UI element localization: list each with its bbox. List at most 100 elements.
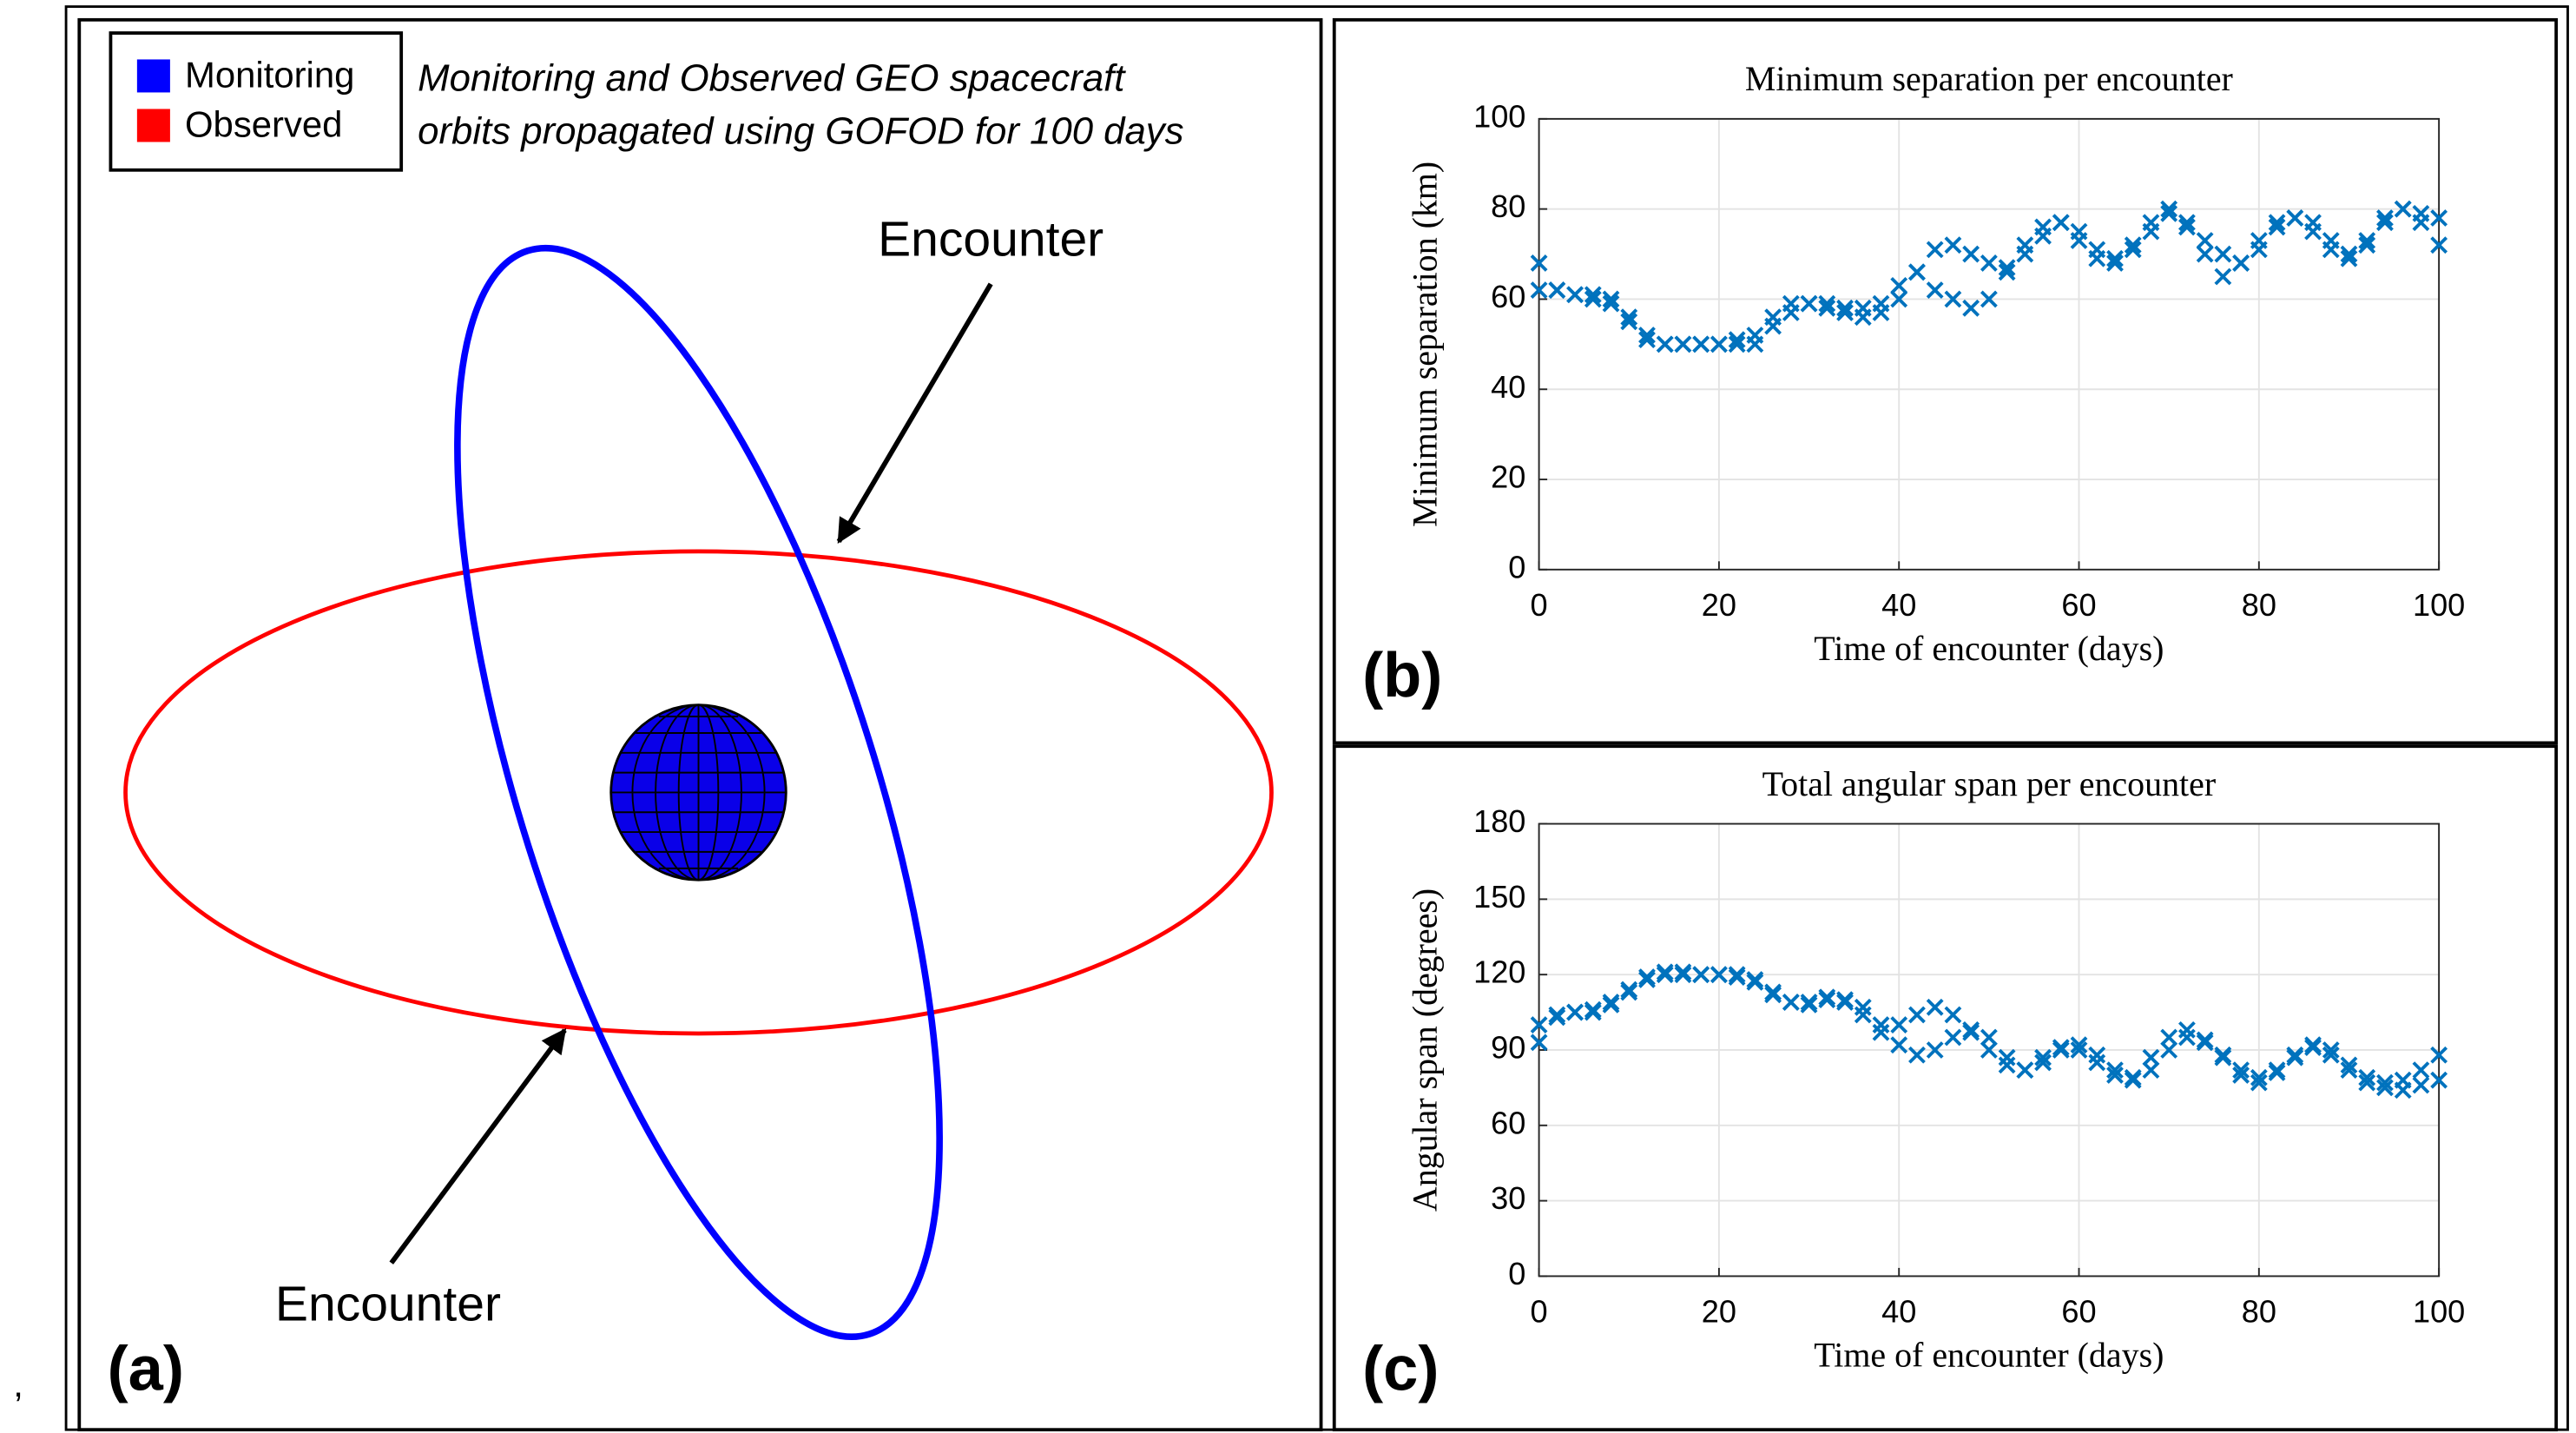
marker <box>1638 327 1656 344</box>
marker <box>1746 973 1764 991</box>
marker <box>2250 1073 2268 1092</box>
marker <box>1638 971 1656 988</box>
marker <box>1962 245 1980 263</box>
marker <box>1674 963 1692 981</box>
y-tick-label: 180 <box>1473 803 1525 839</box>
marker <box>2412 214 2430 232</box>
marker <box>2106 254 2124 272</box>
marker <box>1710 966 1728 984</box>
panel-label: (a) <box>108 1335 184 1404</box>
monitoring-orbit <box>454 244 943 1340</box>
marker <box>1728 966 1746 984</box>
marker <box>2142 1061 2160 1080</box>
marker <box>1890 1016 1908 1033</box>
marker <box>1926 241 1944 259</box>
x-tick-label: 20 <box>1702 587 1736 623</box>
axes-frame <box>1538 117 2441 571</box>
marker <box>1548 1006 1566 1024</box>
marker <box>2160 1041 2178 1059</box>
marker <box>1764 983 1782 1001</box>
marker <box>1674 966 1692 984</box>
x-tick-label: 0 <box>1531 1294 1548 1330</box>
marker <box>2124 1068 2142 1086</box>
marker <box>1530 281 1548 299</box>
chart-title: Minimum separation per encounter <box>1745 59 2233 98</box>
marker <box>1692 335 1710 353</box>
marker <box>1638 331 1656 349</box>
marker <box>1944 236 1962 254</box>
marker <box>2376 209 2394 227</box>
marker <box>2376 214 2394 232</box>
marker <box>1800 294 1818 313</box>
marker <box>1872 1016 1890 1033</box>
marker <box>1692 966 1710 984</box>
marker <box>1818 988 1836 1007</box>
marker <box>2196 1033 2214 1052</box>
marker <box>1764 308 1782 327</box>
marker <box>1620 983 1638 1001</box>
marker <box>1530 1033 1548 1052</box>
marker <box>2196 232 2214 249</box>
marker <box>2340 1061 2358 1080</box>
marker <box>2394 1081 2412 1100</box>
marker <box>2412 1076 2430 1094</box>
y-tick-label: 30 <box>1491 1180 1525 1216</box>
marker <box>2340 245 2358 263</box>
marker <box>1836 991 1854 1009</box>
marker <box>2160 204 2178 222</box>
marker <box>1674 335 1692 353</box>
panel-label: (b) <box>1362 641 1442 710</box>
marker <box>1890 276 1908 294</box>
marker <box>1854 1006 1872 1024</box>
marker <box>2070 1041 2088 1059</box>
caption: orbits propagated using GOFOD for 100 da… <box>418 110 1183 153</box>
marker <box>2106 1061 2124 1080</box>
marker <box>2430 209 2448 227</box>
marker <box>1620 308 1638 327</box>
marker <box>2016 236 2034 254</box>
observed-orbit <box>123 549 1274 1036</box>
marker <box>2322 1041 2340 1059</box>
marker <box>1548 281 1566 299</box>
marker <box>2034 1048 2052 1066</box>
marker <box>2214 1046 2232 1064</box>
panel-b-frame <box>1332 17 2559 745</box>
y-tick-label: 20 <box>1491 459 1525 495</box>
marker <box>1854 308 1872 327</box>
x-tick-label: 80 <box>2242 1294 2276 1330</box>
marker <box>1836 994 1854 1011</box>
marker <box>1548 1008 1566 1027</box>
marker <box>2268 1061 2286 1080</box>
marker <box>1728 335 1746 353</box>
marker <box>2106 249 2124 267</box>
marker <box>2214 267 2232 286</box>
marker <box>1944 1006 1962 1024</box>
marker <box>2178 214 2196 232</box>
marker <box>2124 236 2142 254</box>
marker <box>1926 1041 1944 1059</box>
x-tick-label: 40 <box>1881 1294 1916 1330</box>
marker <box>1980 254 1998 272</box>
marker <box>1926 281 1944 299</box>
y-axis-label: Angular span (degrees) <box>1405 888 1444 1212</box>
x-tick-label: 20 <box>1702 1294 1736 1330</box>
y-tick-label: 60 <box>1491 1105 1525 1140</box>
x-tick-label: 40 <box>1881 587 1916 623</box>
marker <box>2124 241 2142 259</box>
marker <box>1656 335 1674 353</box>
marker <box>2070 1036 2088 1054</box>
marker <box>2340 249 2358 267</box>
marker <box>1638 968 1656 986</box>
x-axis-label: Time of encounter (days) <box>1814 1336 2164 1375</box>
marker <box>2034 218 2052 236</box>
marker <box>1584 1003 1602 1021</box>
marker <box>2178 1020 2196 1039</box>
y-tick-label: 40 <box>1491 369 1525 405</box>
marker <box>1944 290 1962 308</box>
y-tick-label: 90 <box>1491 1030 1525 1066</box>
marker <box>1530 254 1548 272</box>
marker <box>2106 1066 2124 1084</box>
marker <box>1530 1016 1548 1033</box>
marker <box>1962 299 1980 317</box>
marker <box>1782 294 1800 313</box>
